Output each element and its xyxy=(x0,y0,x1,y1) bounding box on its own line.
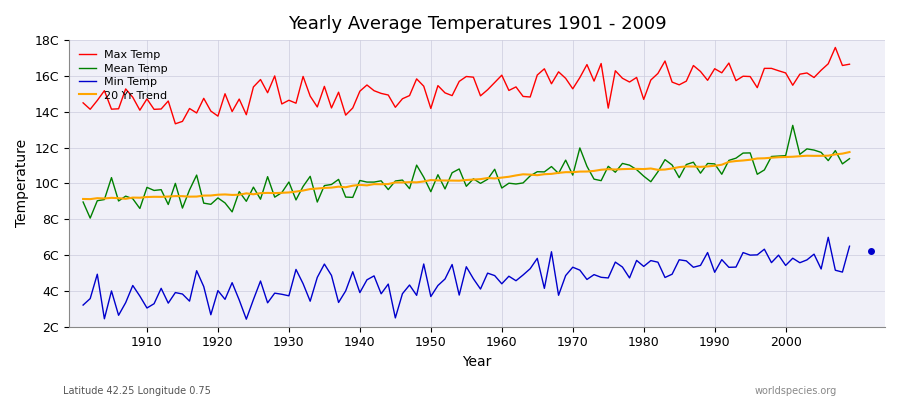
20 Yr Trend xyxy=(497,175,508,180)
Max Temp xyxy=(830,45,841,50)
Mean Temp xyxy=(503,181,514,186)
Mean Temp xyxy=(298,184,309,189)
20 Yr Trend xyxy=(141,195,152,200)
20 Yr Trend xyxy=(844,150,855,154)
Mean Temp xyxy=(788,123,798,128)
Legend: Max Temp, Mean Temp, Min Temp, 20 Yr Trend: Max Temp, Mean Temp, Min Temp, 20 Yr Tre… xyxy=(75,46,173,105)
Min Temp xyxy=(844,244,855,249)
Title: Yearly Average Temperatures 1901 - 2009: Yearly Average Temperatures 1901 - 2009 xyxy=(288,15,666,33)
20 Yr Trend xyxy=(503,174,514,179)
Max Temp xyxy=(298,74,309,79)
20 Yr Trend xyxy=(77,196,88,201)
X-axis label: Year: Year xyxy=(463,355,491,369)
Max Temp xyxy=(503,88,514,93)
Min Temp xyxy=(77,303,88,308)
Mean Temp xyxy=(141,185,152,190)
Text: Latitude 42.25 Longitude 0.75: Latitude 42.25 Longitude 0.75 xyxy=(63,386,211,396)
Min Temp xyxy=(589,272,599,277)
Mean Temp xyxy=(589,177,599,182)
20 Yr Trend xyxy=(589,168,599,173)
Min Temp xyxy=(241,317,252,322)
Mean Temp xyxy=(340,195,351,200)
20 Yr Trend xyxy=(85,197,95,202)
Max Temp xyxy=(170,121,181,126)
Min Temp xyxy=(497,281,508,286)
Mean Temp xyxy=(497,186,508,190)
Min Temp xyxy=(298,281,309,286)
Mean Temp xyxy=(844,156,855,161)
Mean Temp xyxy=(85,216,95,220)
Y-axis label: Temperature: Temperature xyxy=(15,139,29,228)
Min Temp xyxy=(503,274,514,279)
Line: 20 Yr Trend: 20 Yr Trend xyxy=(83,152,850,199)
Max Temp xyxy=(589,79,599,84)
Min Temp xyxy=(134,294,145,298)
Max Temp xyxy=(77,100,88,105)
20 Yr Trend xyxy=(340,185,351,190)
Line: Min Temp: Min Temp xyxy=(83,237,850,319)
Min Temp xyxy=(823,235,833,240)
Max Temp xyxy=(497,73,508,78)
Line: Max Temp: Max Temp xyxy=(83,48,850,124)
Max Temp xyxy=(340,113,351,118)
Line: Mean Temp: Mean Temp xyxy=(83,125,850,218)
20 Yr Trend xyxy=(298,188,309,193)
Min Temp xyxy=(340,288,351,293)
Max Temp xyxy=(844,62,855,67)
Max Temp xyxy=(134,108,145,112)
Text: worldspecies.org: worldspecies.org xyxy=(755,386,837,396)
Mean Temp xyxy=(77,200,88,204)
